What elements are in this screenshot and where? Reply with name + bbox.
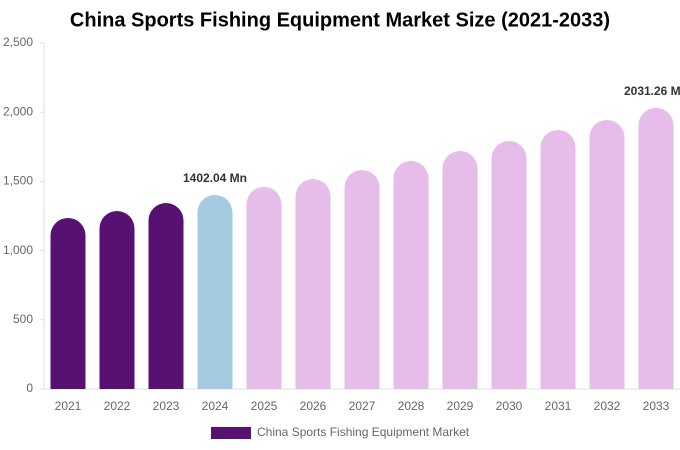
- x-tick-label: 2027: [349, 399, 376, 413]
- bar: [148, 202, 184, 389]
- x-tick-label: 2023: [153, 399, 180, 413]
- x-tick-label: 2029: [447, 399, 474, 413]
- bar: [99, 211, 135, 389]
- x-tick-label: 2031: [545, 399, 572, 413]
- bar: [442, 150, 478, 389]
- bar: [393, 161, 429, 389]
- x-tick-label: 2032: [594, 399, 621, 413]
- x-tick-label: 2025: [251, 399, 278, 413]
- bar: [540, 130, 576, 390]
- y-tick-label: 0: [26, 381, 33, 395]
- bar: [344, 170, 380, 389]
- x-tick-label: 2033: [643, 399, 670, 413]
- x-tick-label: 2030: [496, 399, 523, 413]
- y-tick-label: 1,000: [3, 243, 33, 257]
- data-label: 1402.04 Mn: [183, 171, 247, 185]
- y-tick-label: 2,000: [3, 104, 33, 118]
- x-tick-label: 2028: [398, 399, 425, 413]
- bar: [589, 119, 625, 390]
- x-tick-label: 2024: [202, 399, 229, 413]
- y-tick-label: 1,500: [3, 174, 33, 188]
- y-tick-label: 2,500: [3, 35, 33, 49]
- legend-label: China Sports Fishing Equipment Market: [257, 425, 470, 439]
- x-tick-label: 2026: [300, 399, 327, 413]
- bar: [50, 217, 86, 389]
- bar: [491, 140, 527, 389]
- data-label: 2031.26 Mn: [624, 84, 680, 98]
- bar: [638, 107, 674, 389]
- x-tick-label: 2022: [104, 399, 131, 413]
- x-tick-label: 2021: [55, 399, 82, 413]
- bar: [295, 179, 331, 389]
- bar: [246, 186, 282, 389]
- chart-title: China Sports Fishing Equipment Market Si…: [70, 9, 610, 31]
- legend-swatch: [211, 427, 251, 439]
- y-tick-label: 500: [13, 312, 33, 326]
- bar: [197, 194, 233, 389]
